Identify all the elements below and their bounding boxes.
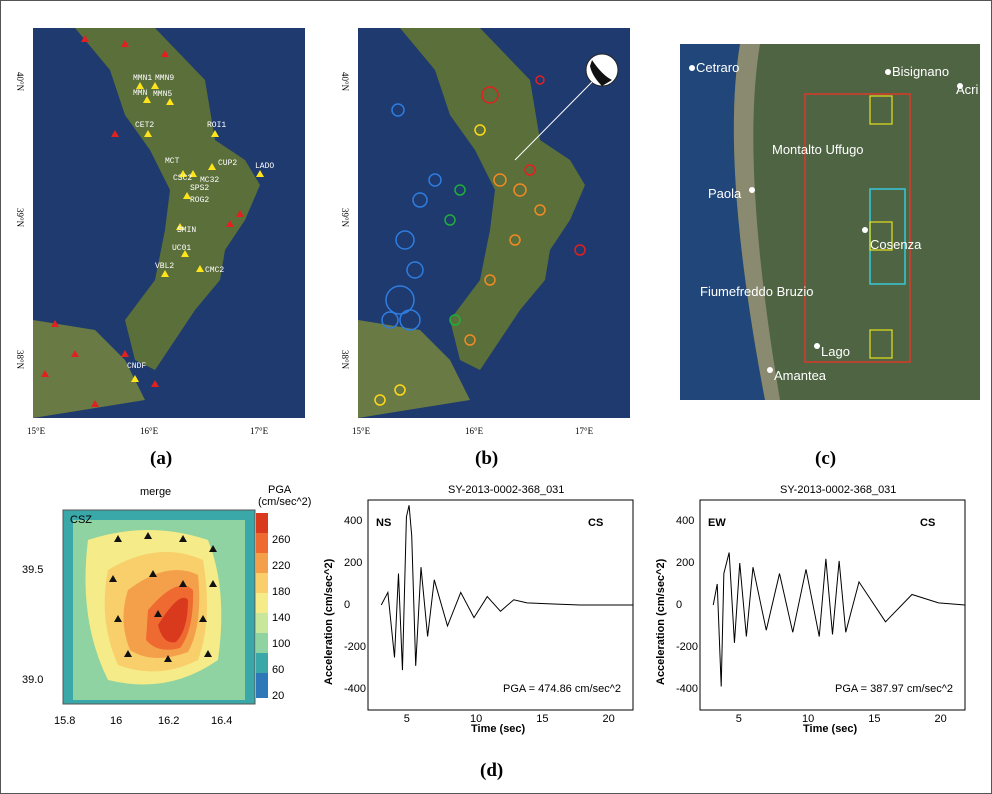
acc-ns-pga: PGA = 474.86 cm/sec^2 <box>503 683 621 695</box>
lat-label-39: 39°N <box>15 208 25 228</box>
lon-label-16: 16°E <box>140 426 159 436</box>
station-label-4: CET2 <box>135 121 154 130</box>
station-label-16: CMC2 <box>205 266 224 275</box>
station-label-15: VBL2 <box>155 262 174 271</box>
contour-x-tick-1: 16 <box>110 715 122 727</box>
station-label-0: MMN1 <box>133 74 152 83</box>
contour-title: merge <box>140 486 171 498</box>
lon-label-16-b: 16°E <box>465 426 484 436</box>
acc-ns-xlabel: Time (sec) <box>471 723 526 735</box>
station-label-12: ROG2 <box>190 196 209 205</box>
acc-y-tick-1: 200 <box>676 557 694 569</box>
acc-x-tick-2: 15 <box>868 713 880 725</box>
acc-ew-xlabel: Time (sec) <box>803 723 858 735</box>
caption-a: (a) <box>150 448 173 469</box>
acc-ew-title: SY-2013-0002-368_031 <box>780 484 896 496</box>
colorbar-tick-6: 20 <box>272 690 284 702</box>
colorbar-title-1: PGA <box>268 484 292 496</box>
lon-label-15-b: 15°E <box>352 426 371 436</box>
lat-label-39-b: 39°N <box>340 208 350 228</box>
station-label-10: LADO <box>255 162 274 171</box>
map-panel-b: 40°N 39°N 38°N 15°E 16°E 17°E <box>340 28 630 436</box>
pga-contour-panel: merge CSZ 39.5 39.0 15.8 16 16.2 16.4 PG… <box>22 484 311 727</box>
acc-ns-station: CS <box>588 517 603 529</box>
station-label-9: MC32 <box>200 176 219 185</box>
acc-ns-trace <box>380 505 633 671</box>
accelerogram-ew: SY-2013-0002-368_031 EW CS PGA = 387.97 … <box>655 484 966 735</box>
town-label-4: Paola <box>708 186 742 201</box>
lat-label-40-b: 40°N <box>340 72 350 92</box>
station-label-5: ROI1 <box>207 121 226 130</box>
caption-c: (c) <box>815 448 837 469</box>
town-label-3: Montalto Uffugo <box>772 142 864 157</box>
lat-label-40: 40°N <box>15 72 25 92</box>
acc-ns-ylabel: Acceleration (cm/sec^2) <box>323 558 335 685</box>
acc-y-tick-3: -200 <box>676 641 698 653</box>
contour-marker-label: CSZ <box>70 514 92 526</box>
station-label-3: MMN5 <box>153 90 172 99</box>
town-label-6: Fiumefreddo Bruzio <box>700 284 813 299</box>
accelerogram-ns: SY-2013-0002-368_031 NS CS PGA = 474.86 … <box>323 484 634 735</box>
acc-x-tick-3: 20 <box>603 713 615 725</box>
contour-y-tick-0: 39.5 <box>22 564 43 576</box>
colorbar-tick-4: 100 <box>272 638 290 650</box>
acc-ew-pga: PGA = 387.97 cm/sec^2 <box>835 683 953 695</box>
station-label-8: CSC2 <box>173 174 192 183</box>
acc-x-tick-3: 20 <box>935 713 947 725</box>
station-label-1: MMN9 <box>155 74 174 83</box>
station-label-11: SPS2 <box>190 184 209 193</box>
station-label-2: MMN <box>133 89 148 98</box>
colorbar-title-2: (cm/sec^2) <box>258 496 311 508</box>
acc-ew-component: EW <box>708 517 726 529</box>
contour-x-tick-2: 16.2 <box>158 715 179 727</box>
caption-b: (b) <box>475 448 499 469</box>
lon-label-17: 17°E <box>250 426 269 436</box>
acc-y-tick-0: 400 <box>676 515 694 527</box>
colorbar-tick-5: 60 <box>272 664 284 676</box>
station-label-7: CUP2 <box>218 159 237 168</box>
acc-ns-component: NS <box>376 517 391 529</box>
colorbar-tick-3: 140 <box>272 612 290 624</box>
contour-y-tick-1: 39.0 <box>22 674 43 686</box>
acc-x-tick-1: 10 <box>470 713 482 725</box>
town-label-7: Lago <box>821 344 850 359</box>
town-label-1: Bisignano <box>892 64 949 79</box>
colorbar-tick-0: 260 <box>272 534 290 546</box>
acc-x-tick-2: 15 <box>536 713 548 725</box>
acc-ns-title: SY-2013-0002-368_031 <box>448 484 564 496</box>
contour-x-tick-3: 16.4 <box>211 715 232 727</box>
colorbar-tick-1: 220 <box>272 560 290 572</box>
station-label-14: UC01 <box>172 244 191 253</box>
station-label-6: MCT <box>165 157 180 166</box>
lon-label-17-b: 17°E <box>575 426 594 436</box>
lat-label-38-b: 38°N <box>340 350 350 370</box>
acc-y-tick-4: -400 <box>676 683 698 695</box>
town-label-2: Acri <box>956 82 979 97</box>
acc-x-tick-0: 5 <box>736 713 742 725</box>
acc-y-tick-3: -200 <box>344 641 366 653</box>
town-label-5: Cosenza <box>870 237 922 252</box>
acc-ew-station: CS <box>920 517 935 529</box>
map-panel-a: MMN1 MMN9 MMN MMN5 CET2 ROI1 MCT CUP2 CS… <box>15 28 305 436</box>
acc-x-tick-1: 10 <box>802 713 814 725</box>
acc-y-tick-4: -400 <box>344 683 366 695</box>
map-panel-c: Cetraro Bisignano Acri Montalto Uffugo P… <box>680 44 980 400</box>
colorbar <box>256 513 268 698</box>
town-label-8: Amantea <box>774 368 827 383</box>
caption-d: (d) <box>480 760 504 781</box>
lon-label-15: 15°E <box>27 426 46 436</box>
acc-y-tick-2: 0 <box>676 599 682 611</box>
acc-y-tick-2: 0 <box>344 599 350 611</box>
acc-y-tick-1: 200 <box>344 557 362 569</box>
acc-y-tick-0: 400 <box>344 515 362 527</box>
colorbar-tick-2: 180 <box>272 586 290 598</box>
town-label-0: Cetraro <box>696 60 739 75</box>
contour-x-tick-0: 15.8 <box>54 715 75 727</box>
lat-label-38: 38°N <box>15 350 25 370</box>
station-label-17: CNDF <box>127 362 146 371</box>
acc-ew-ylabel: Acceleration (cm/sec^2) <box>655 558 667 685</box>
station-label-13: SMIN <box>177 226 196 235</box>
acc-x-tick-0: 5 <box>404 713 410 725</box>
acc-ew-trace <box>712 552 966 687</box>
